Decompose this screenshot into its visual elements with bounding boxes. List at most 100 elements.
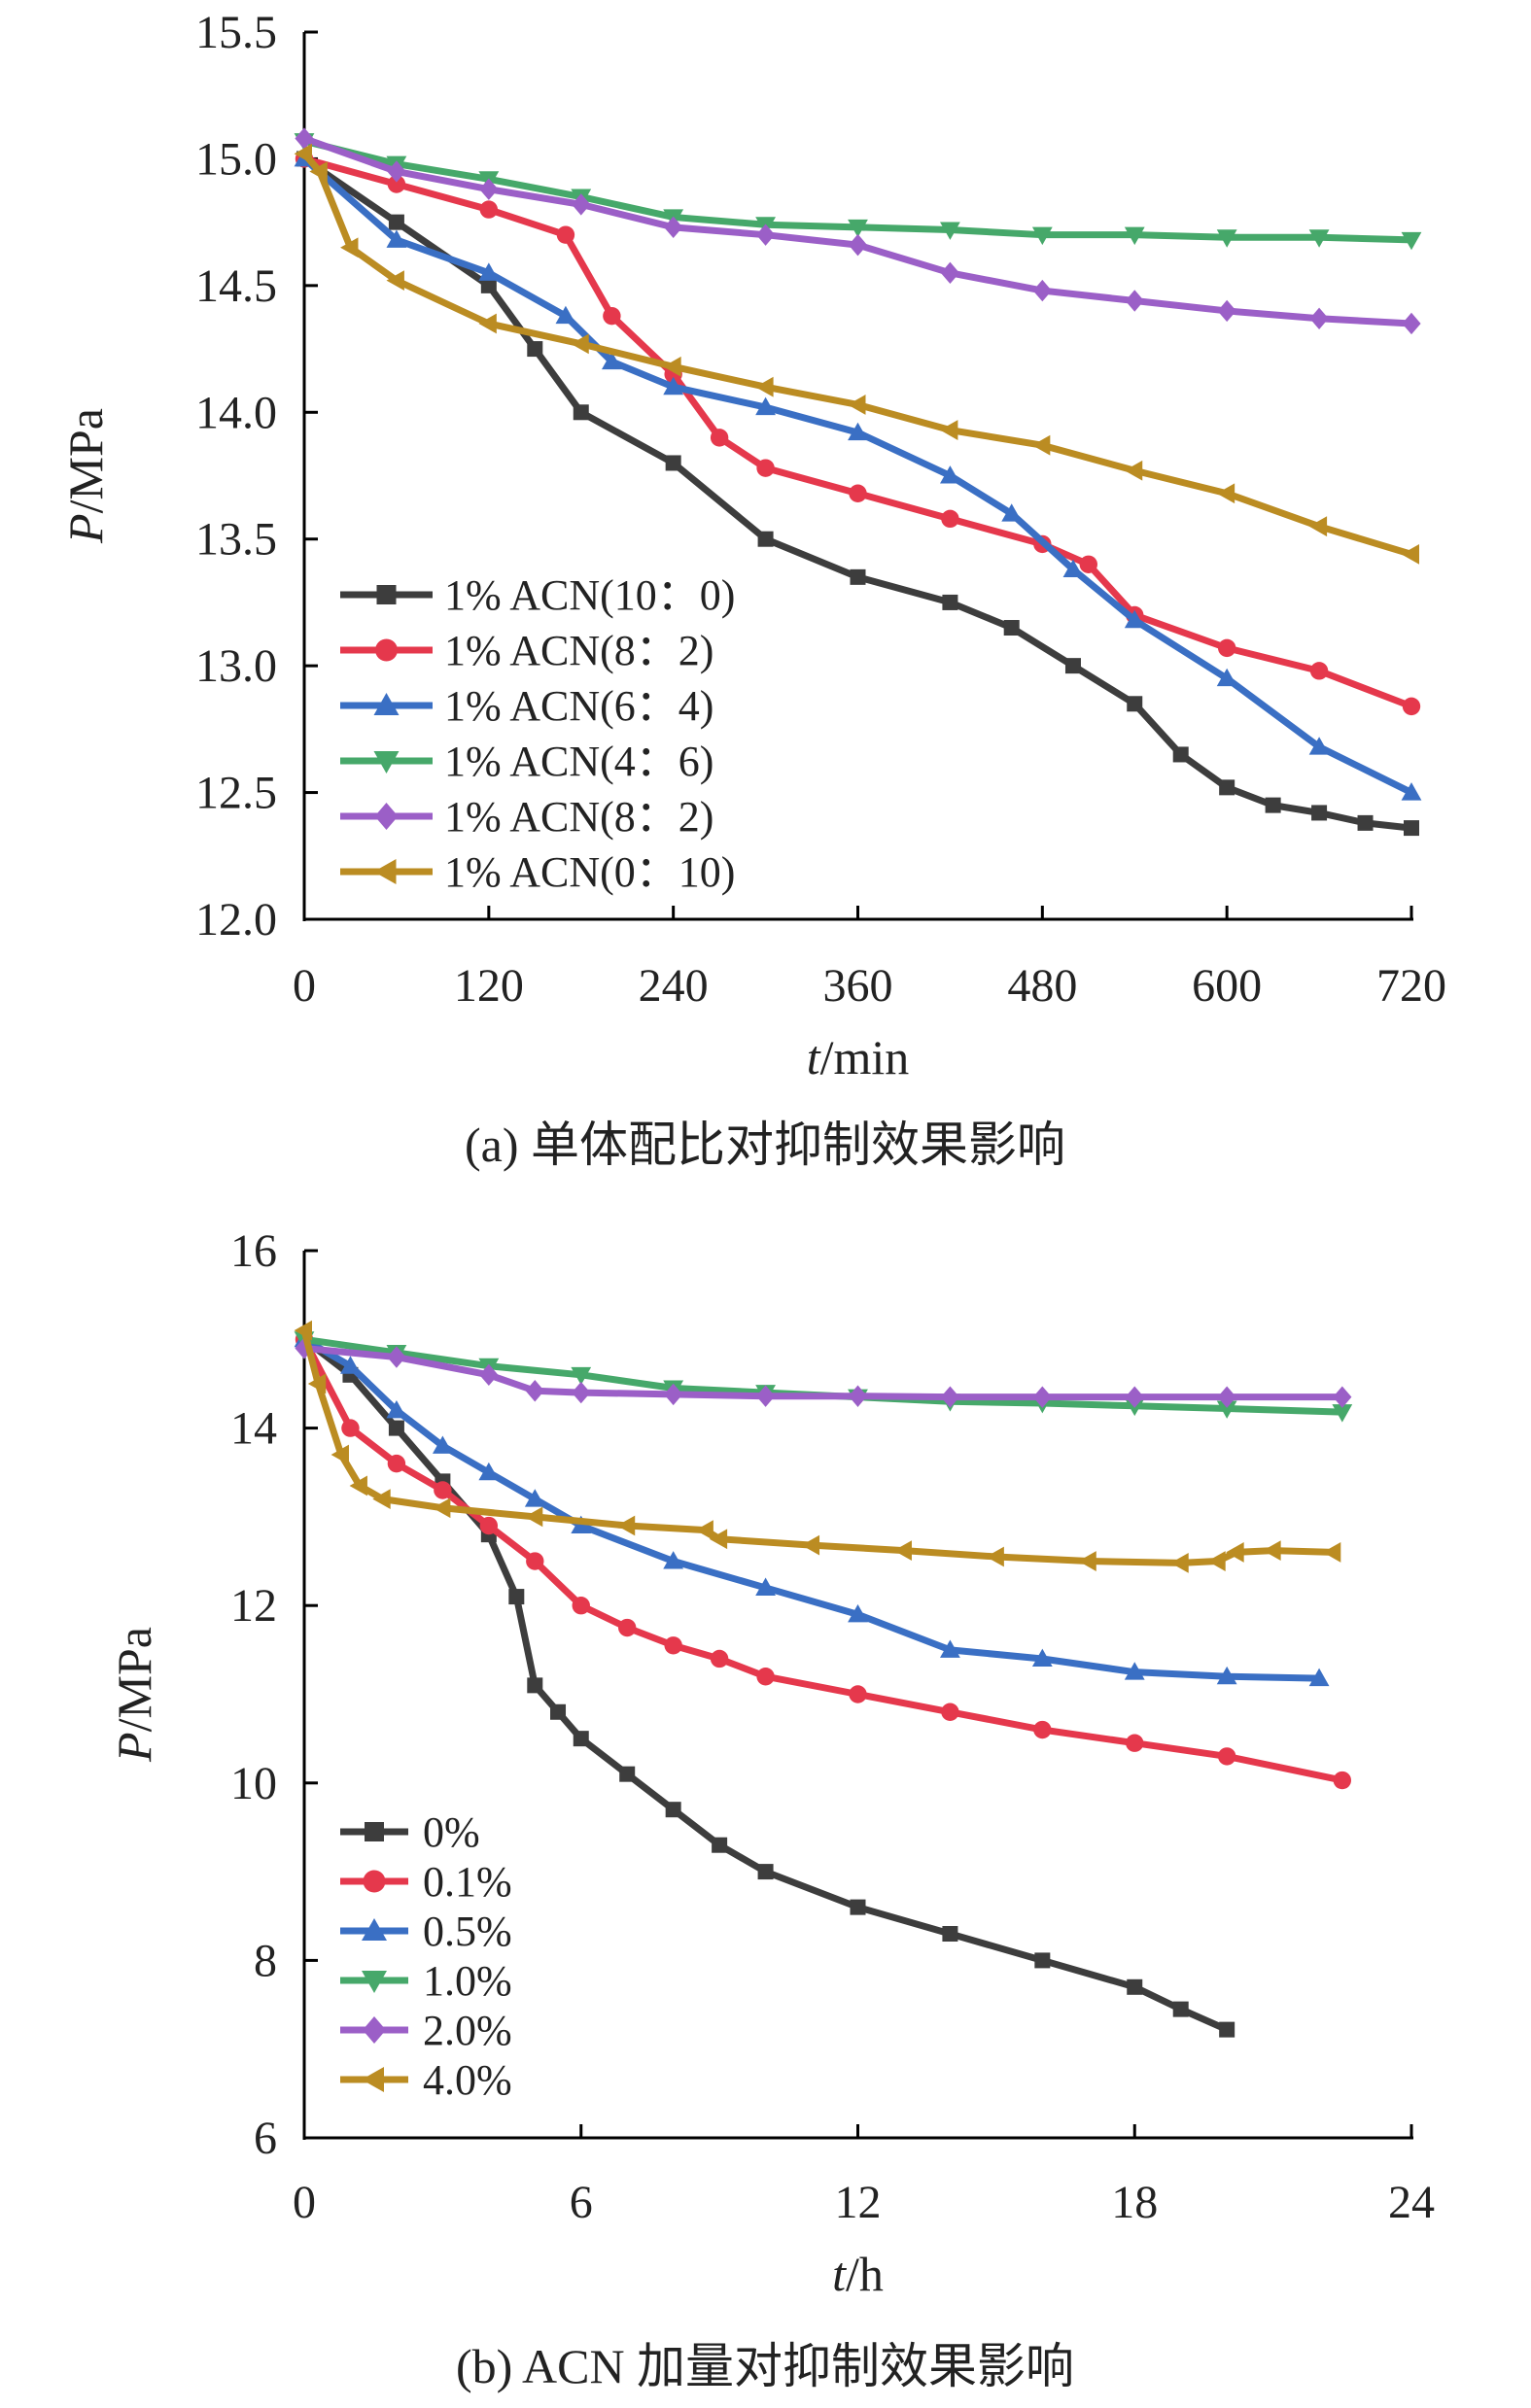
data-point <box>1031 226 1053 246</box>
legend-entry: 0.1% <box>423 1858 512 1906</box>
data-point <box>1033 1720 1052 1739</box>
legend-marker <box>365 1822 384 1841</box>
data-point <box>479 1363 499 1387</box>
data-point <box>710 429 729 447</box>
data-point <box>1124 226 1145 246</box>
data-point <box>986 1546 1004 1567</box>
chart-b: 0 6 12 18 246810121416t/hP/MPa0%0.1%0.5%1.0%… <box>107 1225 1435 2393</box>
legend-marker <box>363 2016 386 2044</box>
x-tick-label: 12 <box>835 2177 882 2228</box>
data-point <box>1125 290 1144 312</box>
legend-entry: 1% ACN(10：0) <box>444 571 735 619</box>
data-point <box>756 1668 775 1686</box>
x-tick-label: 120 <box>454 960 524 1012</box>
data-point <box>386 229 407 248</box>
legend-entry: 0.5% <box>423 1908 512 1955</box>
y-tick-label: 12.0 <box>195 894 277 946</box>
chart-caption: (a) 单体配比对抑制效果影响 <box>465 1118 1065 1172</box>
y-tick-label: 15.5 <box>195 7 277 58</box>
x-tick-label: 480 <box>1007 960 1077 1012</box>
data-point <box>294 1320 312 1341</box>
data-point <box>387 175 406 193</box>
data-point <box>479 1516 499 1535</box>
data-point <box>479 200 499 219</box>
data-point <box>712 1837 728 1853</box>
data-point <box>387 1346 406 1368</box>
data-point <box>755 1385 776 1407</box>
data-point <box>941 509 959 529</box>
legend-marker <box>374 803 399 830</box>
data-point <box>1216 483 1235 504</box>
data-point <box>1217 1747 1236 1766</box>
data-point <box>572 1381 591 1404</box>
data-point <box>940 1639 960 1658</box>
data-point <box>619 1766 636 1782</box>
data-point <box>1031 434 1051 456</box>
x-tick-label: 0 <box>293 2177 316 2228</box>
data-point <box>849 1685 867 1703</box>
x-axis-label: t/min <box>807 1030 910 1084</box>
data-point <box>663 376 684 396</box>
y-axis-label: P/MPa <box>107 1627 161 1763</box>
series-2 <box>295 1330 1352 1790</box>
data-point <box>340 1356 361 1374</box>
data-point <box>555 305 576 325</box>
data-point <box>1263 1540 1281 1561</box>
data-point <box>1402 697 1421 716</box>
y-tick-label: 6 <box>254 2113 277 2164</box>
data-point <box>478 1462 500 1481</box>
data-point <box>550 1703 567 1720</box>
data-point <box>480 277 497 293</box>
data-point <box>527 341 543 358</box>
data-point <box>386 270 404 292</box>
series-5 <box>295 1337 1352 1408</box>
series-6 <box>294 143 1419 565</box>
data-point <box>801 1534 820 1556</box>
data-point <box>663 1551 684 1569</box>
data-point <box>372 1489 391 1510</box>
data-point <box>848 219 868 238</box>
data-point <box>349 1475 367 1496</box>
data-point <box>848 233 868 257</box>
y-tick-label: 14.0 <box>195 387 277 438</box>
data-point <box>1078 1551 1096 1571</box>
data-point <box>1170 1552 1189 1573</box>
series-1 <box>296 151 1419 837</box>
data-point <box>1322 1542 1341 1563</box>
data-point <box>1401 543 1419 565</box>
series-line <box>300 1335 1346 1416</box>
data-point <box>1357 814 1374 831</box>
data-point <box>695 1520 713 1540</box>
data-point <box>1001 503 1023 522</box>
data-point <box>709 1529 728 1550</box>
data-point <box>1079 555 1097 573</box>
legend-entry: 1% ACN(4：6) <box>444 738 713 785</box>
data-point <box>434 1481 452 1499</box>
data-point <box>340 237 359 258</box>
data-point <box>755 396 776 416</box>
data-point <box>571 333 589 355</box>
data-point <box>849 484 867 502</box>
y-tick-label: 15.0 <box>195 133 277 185</box>
y-tick-label: 14.5 <box>195 260 277 312</box>
y-axis-label: P/MPa <box>58 408 113 544</box>
data-point <box>1124 460 1143 481</box>
data-point <box>573 1731 589 1747</box>
x-tick-label: 18 <box>1111 2177 1158 2228</box>
data-point <box>664 1383 683 1406</box>
data-point <box>1402 312 1421 335</box>
data-point <box>616 1515 636 1536</box>
data-point <box>755 224 776 246</box>
data-point <box>1308 229 1330 248</box>
data-point <box>478 313 497 334</box>
x-tick-label: 24 <box>1388 2177 1435 2228</box>
data-point <box>942 1926 958 1943</box>
data-point <box>710 1649 729 1668</box>
y-tick-label: 13.5 <box>195 514 277 566</box>
data-point <box>1332 1404 1353 1423</box>
data-point <box>940 222 960 240</box>
data-point <box>1309 662 1329 680</box>
data-point <box>508 1589 525 1605</box>
data-point <box>1217 1386 1236 1408</box>
data-point <box>1124 1662 1145 1680</box>
